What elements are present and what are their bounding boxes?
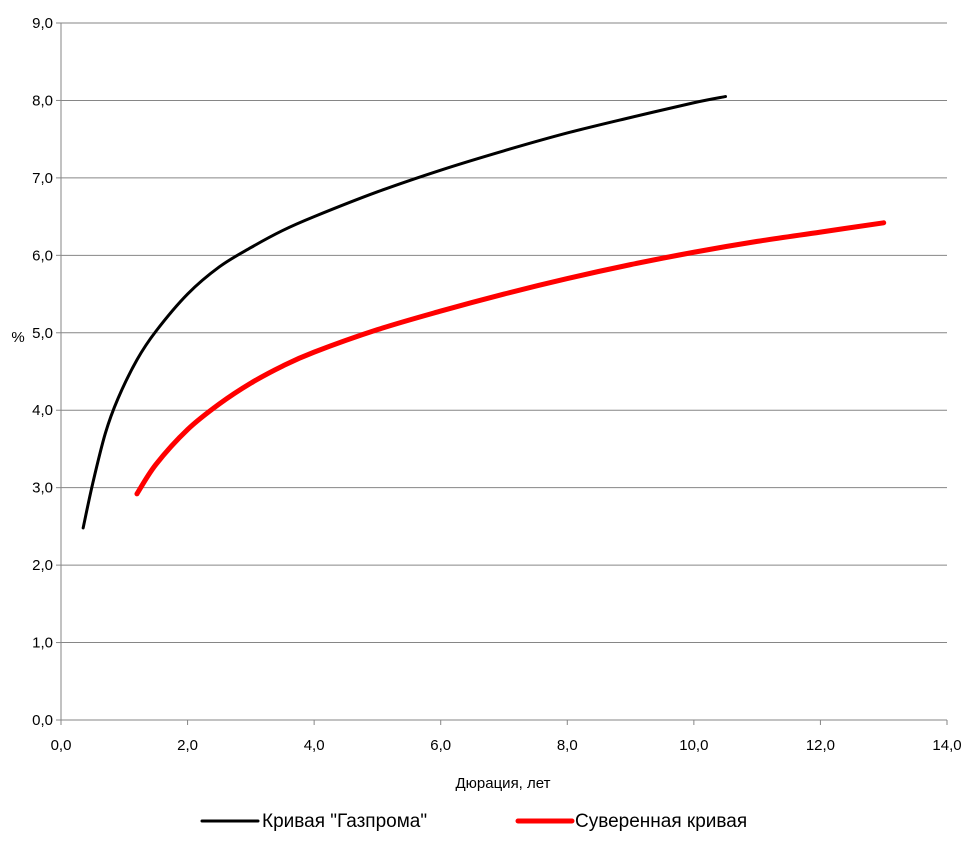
- y-tick-label: 8,0: [32, 92, 53, 109]
- legend: Кривая "Газпрома" Суверенная кривая: [200, 811, 747, 832]
- y-tick-label: 7,0: [32, 170, 53, 187]
- x-tick-label: 2,0: [177, 737, 198, 754]
- x-tick-label: 14,0: [932, 737, 961, 754]
- y-tick-label: 9,0: [32, 15, 53, 32]
- legend-label-0: Кривая "Газпрома": [262, 811, 427, 832]
- x-tick-label: 12,0: [806, 737, 835, 754]
- y-tick-label: 2,0: [32, 557, 53, 574]
- x-tick-label: 10,0: [679, 737, 708, 754]
- series-lines: [81, 95, 887, 530]
- series-line-1: [134, 220, 887, 497]
- axes: [56, 22, 948, 725]
- y-tick-label: 3,0: [32, 480, 53, 497]
- y-tick-label: 5,0: [32, 325, 53, 342]
- series-line-0: [81, 95, 727, 530]
- x-tick-label: 0,0: [51, 737, 72, 754]
- legend-label-1: Суверенная кривая: [575, 811, 747, 832]
- y-tick-label: 4,0: [32, 402, 53, 419]
- grid-lines: [61, 22, 947, 644]
- x-tick-labels: 0,0 2,0 4,0 6,0 8,0 10,0 12,0 14,0: [51, 737, 962, 754]
- y-axis-label: %: [11, 329, 24, 346]
- x-axis-label: Дюрация, лет: [456, 775, 551, 792]
- x-tick-label: 6,0: [430, 737, 451, 754]
- y-tick-label: 6,0: [32, 247, 53, 264]
- y-tick-label: 1,0: [32, 635, 53, 652]
- x-tick-label: 8,0: [557, 737, 578, 754]
- y-tick-labels: 0,0 1,0 2,0 3,0 4,0 5,0 6,0 7,0 8,0 9,0: [32, 15, 53, 729]
- x-tick-label: 4,0: [304, 737, 325, 754]
- y-tick-label: 0,0: [32, 712, 53, 729]
